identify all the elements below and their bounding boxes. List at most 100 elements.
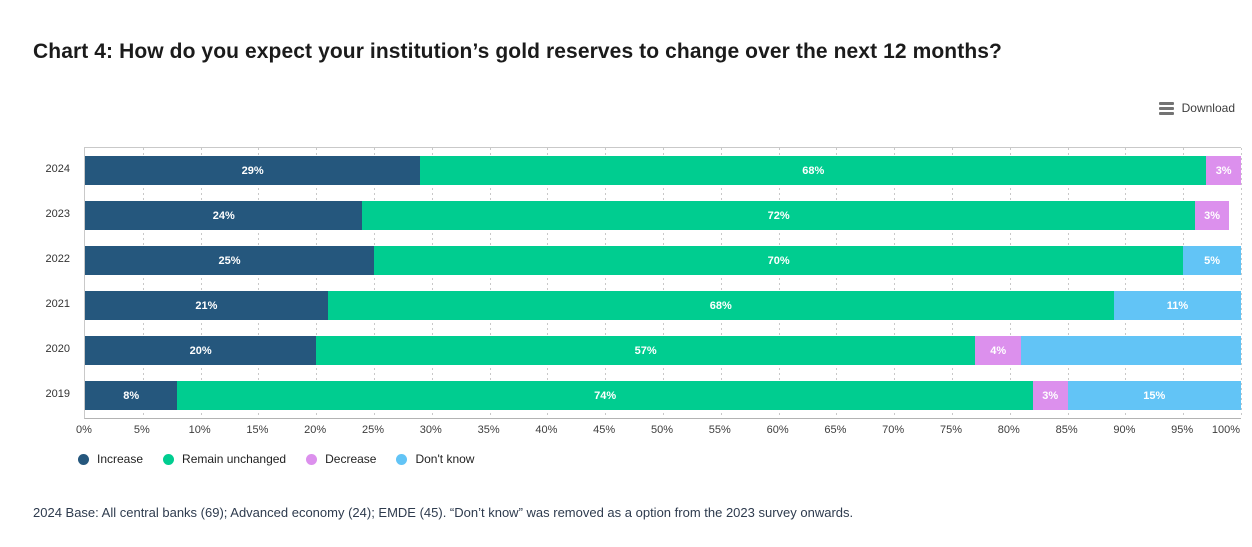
bar-row-2023: 24% 72% 3% xyxy=(85,201,1241,230)
legend-label: Increase xyxy=(97,452,144,466)
x-tick-label: 15% xyxy=(246,424,269,436)
bar-segment-decrease[interactable]: 4% xyxy=(975,336,1022,365)
bar-segment-increase[interactable]: 20% xyxy=(85,336,317,365)
x-tick-label: 85% xyxy=(1055,424,1078,436)
bar-segment-label: 74% xyxy=(594,389,617,402)
legend-item-decrease[interactable]: Decrease xyxy=(306,452,376,466)
bar-segment-decrease[interactable]: 3% xyxy=(1206,156,1241,185)
year-label: 2019 xyxy=(45,388,70,400)
bar-row-2021: 21% 68% 11% xyxy=(85,291,1241,320)
x-tick-label: 50% xyxy=(650,424,674,436)
legend-dot-icon xyxy=(78,453,89,465)
x-tick-label: 10% xyxy=(188,424,211,436)
gridline xyxy=(1009,148,1011,418)
bar-row-2020: 20% 57% 4% xyxy=(85,336,1241,365)
download-button[interactable]: Download xyxy=(1156,99,1238,117)
year-label: 2022 xyxy=(45,253,70,265)
x-axis-tick-labels: 0% 5% 10% 15% 20% 25% 30% 35% 40% 45% 50% 55% 60% 65%… xyxy=(76,424,1240,438)
bar-segment-label: 29% xyxy=(241,164,264,177)
bar-segment-increase[interactable]: 25% xyxy=(85,246,374,275)
gridline xyxy=(374,148,375,418)
gridline xyxy=(663,148,664,418)
gridline xyxy=(142,148,144,418)
bar-segment-remain-unchanged[interactable]: 70% xyxy=(374,246,1184,275)
gridline xyxy=(720,148,722,418)
footnote: 2024 Base: All central banks (69); Advan… xyxy=(33,505,854,520)
bar-segment-label: 3% xyxy=(1215,164,1232,177)
y-axis-category-labels: 2024 2023 2022 2021 2020 2019 xyxy=(0,147,70,417)
bar-segment-label: 15% xyxy=(1143,389,1166,402)
bar-segment-increase[interactable]: 8% xyxy=(85,381,178,410)
x-tick-label: 0% xyxy=(76,424,92,436)
bar-segment-remain-unchanged[interactable]: 68% xyxy=(420,156,1207,185)
x-tick-label: 90% xyxy=(1113,424,1136,436)
bar-segment-don-t-know[interactable]: 5% xyxy=(1183,246,1241,275)
gridline xyxy=(1241,148,1242,418)
gridline xyxy=(894,148,896,418)
legend-label: Remain unchanged xyxy=(182,452,287,466)
chart-legend: Increase Remain unchanged Decrease Don't kn… xyxy=(78,452,474,466)
chart-title: Chart 4: How do you expect your institut… xyxy=(33,40,1002,63)
bar-segment-label: 57% xyxy=(634,344,657,357)
gridline xyxy=(1067,148,1069,418)
hamburger-menu-icon xyxy=(1158,101,1174,115)
x-tick-label: 55% xyxy=(708,424,731,436)
bar-segment-don-t-know[interactable]: 15% xyxy=(1067,381,1241,410)
x-tick-label: 5% xyxy=(133,424,150,436)
bar-segment-label: 3% xyxy=(1204,209,1221,222)
bar-segment-label: 24% xyxy=(212,209,235,222)
x-tick-label: 20% xyxy=(304,424,327,436)
x-tick-label: 40% xyxy=(535,424,558,436)
x-tick-label: 45% xyxy=(593,424,616,436)
bar-segment-label: 8% xyxy=(123,389,140,402)
bar-segment-remain-unchanged[interactable]: 74% xyxy=(177,381,1033,410)
legend-dot-icon xyxy=(163,453,175,465)
gridline xyxy=(605,148,607,418)
bar-segment-decrease[interactable]: 3% xyxy=(1194,201,1230,230)
bar-segment-label: 20% xyxy=(189,344,212,357)
bar-row-2022: 25% 70% 5% xyxy=(85,246,1241,275)
legend-item-don-t-know[interactable]: Don't know xyxy=(396,452,474,466)
bar-row-2019: 8% 74% 3% 15% xyxy=(85,381,1241,410)
bar-segment-don-t-know[interactable] xyxy=(1021,336,1241,365)
bar-segment-increase[interactable]: 21% xyxy=(85,291,328,320)
year-label: 2024 xyxy=(45,163,70,175)
x-tick-label: 30% xyxy=(419,424,442,436)
gridline xyxy=(489,148,491,418)
gridline xyxy=(258,148,260,418)
x-tick-label: 35% xyxy=(477,424,500,436)
year-label: 2021 xyxy=(45,298,70,310)
bar-segment-label: 4% xyxy=(990,344,1007,357)
year-label: 2020 xyxy=(45,343,70,355)
bar-segment-remain-unchanged[interactable]: 57% xyxy=(316,336,976,365)
x-tick-label: 80% xyxy=(997,424,1020,436)
bar-segment-label: 25% xyxy=(218,254,241,267)
bar-segment-increase[interactable]: 29% xyxy=(85,156,421,185)
legend-label: Decrease xyxy=(325,452,377,466)
legend-item-increase[interactable]: Increase xyxy=(78,452,143,466)
x-tick-label: 75% xyxy=(939,424,963,436)
bar-segment-remain-unchanged[interactable]: 68% xyxy=(327,291,1114,320)
bar-segment-label: 68% xyxy=(709,299,732,312)
gridline xyxy=(316,148,318,418)
legend-dot-icon xyxy=(306,453,318,465)
legend-item-remain-unchanged[interactable]: Remain unchanged xyxy=(163,452,286,466)
gridline xyxy=(952,148,953,418)
gridline xyxy=(1125,148,1127,418)
x-tick-label: 25% xyxy=(361,424,385,436)
gridline xyxy=(836,148,838,418)
gridline xyxy=(200,148,202,418)
bar-segment-label: 5% xyxy=(1204,254,1221,267)
bar-segment-label: 70% xyxy=(767,254,790,267)
bar-segment-increase[interactable]: 24% xyxy=(85,201,363,230)
gridline xyxy=(431,148,433,418)
bar-segment-decrease[interactable]: 3% xyxy=(1032,381,1068,410)
gridline xyxy=(1183,148,1185,418)
gridline xyxy=(547,148,549,418)
x-tick-label: 65% xyxy=(824,424,847,436)
x-tick-label: 100% xyxy=(1211,424,1240,436)
plot-area: 29% 68% 3% 24% 72% 3% 25% 70% 5% 21% 68% 11% 20% 57% 4… xyxy=(84,147,1242,419)
bar-segment-don-t-know[interactable]: 11% xyxy=(1113,291,1241,320)
bar-segment-remain-unchanged[interactable]: 72% xyxy=(362,201,1195,230)
